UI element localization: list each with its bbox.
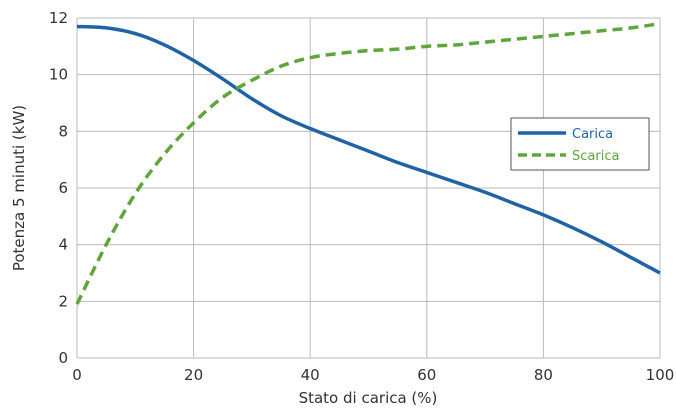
x-axis-label: Stato di carica (%) <box>299 389 438 407</box>
y-tick-label: 6 <box>58 179 68 197</box>
x-tick-label: 0 <box>72 366 82 384</box>
x-tick-label: 20 <box>184 366 203 384</box>
x-tick-label: 100 <box>646 366 675 384</box>
series-line-carica <box>76 24 661 275</box>
series-lines <box>75 21 661 305</box>
y-tick-label: 4 <box>58 236 68 254</box>
y-tick-label: 10 <box>49 66 68 84</box>
legend-label-carica: Carica <box>572 127 613 142</box>
x-tick-label: 40 <box>301 366 320 384</box>
legend-label-scarica: Scarica <box>572 149 619 164</box>
y-axis-label: Potenza 5 minuti (kW) <box>10 105 28 271</box>
x-tick-label: 60 <box>417 366 436 384</box>
grid <box>76 17 661 359</box>
y-tick-label: 8 <box>58 122 68 140</box>
legend: Carica Scarica <box>510 117 650 171</box>
legend-box <box>510 117 650 171</box>
y-tick-label: 0 <box>58 349 68 367</box>
series-line-scarica <box>75 21 661 305</box>
y-tick-label: 12 <box>49 9 68 27</box>
x-tick-label: 80 <box>534 366 553 384</box>
y-tick-label: 2 <box>58 292 68 310</box>
tick-labels: 0 20 40 60 80 100 0 2 4 6 8 10 12 <box>49 9 674 384</box>
